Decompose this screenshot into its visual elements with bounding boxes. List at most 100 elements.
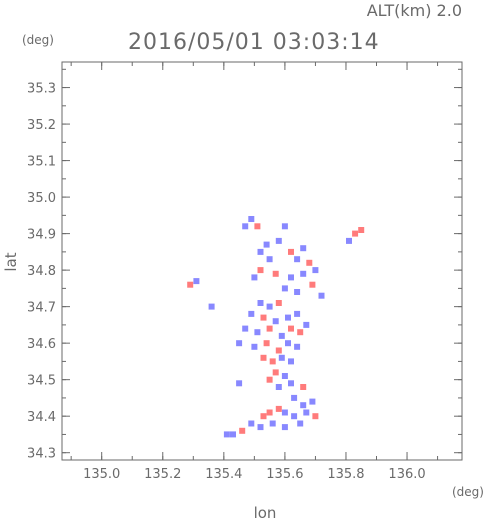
data-point <box>278 332 285 339</box>
data-point <box>281 223 288 230</box>
data-point <box>266 409 273 416</box>
data-point <box>260 314 267 321</box>
data-point <box>275 300 282 306</box>
data-point <box>275 347 282 354</box>
data-point <box>193 278 200 285</box>
data-point <box>266 256 273 263</box>
timestamp-title: 2016/05/01 03:03:14 <box>128 30 380 55</box>
data-point <box>300 402 307 409</box>
data-point <box>281 424 288 431</box>
data-point <box>230 431 236 438</box>
data-point <box>272 369 279 376</box>
data-point <box>254 329 261 336</box>
data-point <box>275 384 282 390</box>
data-point <box>306 259 313 266</box>
data-point <box>187 281 194 288</box>
data-point <box>300 270 307 277</box>
x-tick-label: 135.0 <box>83 467 120 482</box>
data-point <box>312 413 319 420</box>
data-point <box>257 300 264 306</box>
x-axis-label: lon <box>254 504 277 521</box>
y-tick-label: 34.7 <box>27 301 56 316</box>
data-point <box>291 413 298 420</box>
data-point <box>257 267 264 274</box>
y-tick-label: 35.1 <box>27 155 56 170</box>
y-tick-label: 35.2 <box>27 118 56 133</box>
data-point <box>236 340 243 347</box>
data-point <box>291 394 298 401</box>
data-point <box>294 256 301 263</box>
points-layer <box>187 216 365 438</box>
data-point <box>266 376 273 383</box>
data-point <box>294 310 301 317</box>
data-point <box>309 398 316 405</box>
data-point <box>288 274 294 281</box>
data-point <box>281 373 288 379</box>
data-point <box>285 314 291 321</box>
data-point <box>275 405 282 412</box>
data-point <box>309 281 316 288</box>
x-tick-label: 135.2 <box>144 467 181 482</box>
plot-frame <box>61 61 463 461</box>
data-point <box>288 248 294 255</box>
data-point <box>242 223 249 230</box>
data-point <box>275 237 282 244</box>
data-point <box>300 384 307 390</box>
data-point <box>272 318 279 325</box>
data-point <box>242 325 249 332</box>
y-axis-label: lat <box>2 252 20 271</box>
data-point <box>272 270 279 277</box>
ticks-layer: 135.0 135.2 135.4 135.6 135.8 136.0 34.3 34.4 34… <box>27 62 462 482</box>
data-point <box>358 227 365 233</box>
data-point <box>263 340 270 347</box>
x-unit-label: (deg) <box>452 485 484 499</box>
data-point <box>269 358 276 365</box>
data-point <box>294 289 301 295</box>
data-point <box>266 303 273 310</box>
data-point <box>288 325 294 332</box>
data-point <box>254 223 261 230</box>
y-tick-label: 34.9 <box>27 228 56 243</box>
y-tick-label: 34.3 <box>27 447 56 462</box>
x-tick-label: 135.8 <box>327 467 364 482</box>
data-point <box>288 358 294 365</box>
data-point <box>297 420 304 427</box>
x-tick-label: 136.0 <box>388 467 425 482</box>
y-tick-label: 34.6 <box>27 337 56 352</box>
data-point <box>260 354 267 361</box>
y-tick-label: 34.4 <box>27 410 56 425</box>
data-point <box>285 340 291 347</box>
y-tick-label: 34.5 <box>27 374 56 389</box>
data-point <box>251 343 258 350</box>
data-point <box>257 424 264 431</box>
data-point <box>269 420 276 427</box>
data-point <box>281 285 288 292</box>
y-tick-label: 35.3 <box>27 82 56 97</box>
y-unit-label: (deg) <box>22 33 54 47</box>
data-point <box>251 274 258 281</box>
data-point <box>223 431 230 438</box>
data-point <box>303 321 310 328</box>
data-point <box>266 325 273 332</box>
data-point <box>281 409 288 416</box>
data-point <box>294 343 301 350</box>
data-point <box>312 267 319 274</box>
altitude-label: ALT(km) 2.0 <box>367 1 462 20</box>
data-point <box>352 230 359 237</box>
data-point <box>248 310 255 317</box>
data-point <box>248 216 255 222</box>
data-point <box>257 248 264 255</box>
data-point <box>236 380 243 387</box>
data-point <box>263 241 270 248</box>
data-point <box>300 245 307 252</box>
data-point <box>346 237 352 244</box>
data-point <box>297 329 304 336</box>
x-tick-label: 135.4 <box>205 467 242 482</box>
data-point <box>239 427 246 434</box>
data-point <box>208 303 215 310</box>
data-point <box>260 413 267 420</box>
y-tick-label: 35.0 <box>27 191 56 206</box>
y-tick-label: 34.8 <box>27 264 56 279</box>
data-point <box>303 409 310 416</box>
